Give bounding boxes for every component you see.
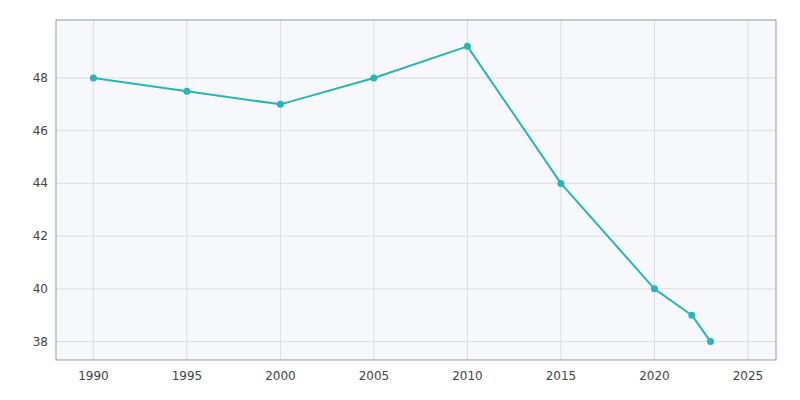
- y-grid-line: [56, 77, 776, 78]
- y-grid-line: [56, 288, 776, 289]
- x-grid-line: [560, 20, 561, 360]
- y-grid-line: [56, 236, 776, 237]
- y-grid-line: [56, 341, 776, 342]
- y-tick-label: 38: [33, 335, 48, 349]
- point: [90, 74, 97, 81]
- x-grid-line: [467, 20, 468, 360]
- point: [688, 312, 695, 319]
- grid: [56, 20, 776, 360]
- point: [464, 43, 471, 50]
- line: [93, 46, 710, 341]
- chart-svg: 38 40 42 44 46 48 1990 1995 2000 2005 2010 2015 2020…: [0, 0, 800, 400]
- x-grid-line: [93, 20, 94, 360]
- x-tick-label: 2010: [452, 369, 483, 383]
- plot-frame: [56, 20, 776, 360]
- x-tick-label: 2020: [639, 369, 670, 383]
- point: [651, 285, 658, 292]
- x-grid-line: [186, 20, 187, 360]
- y-tick-label: 48: [33, 71, 48, 85]
- point: [277, 101, 284, 108]
- x-tick-label: 1990: [78, 369, 109, 383]
- point: [183, 88, 190, 95]
- point: [370, 74, 377, 81]
- x-tick-label: 1995: [172, 369, 203, 383]
- y-tick-label: 42: [33, 229, 48, 243]
- point: [557, 180, 564, 187]
- x-tick-label: 2005: [359, 369, 390, 383]
- plot-background: [56, 20, 776, 360]
- x-tick-label: 2015: [546, 369, 577, 383]
- y-tick-label: 40: [33, 282, 48, 296]
- chart-container: 38 40 42 44 46 48 1990 1995 2000 2005 2010 2015 2020…: [0, 0, 800, 400]
- y-tick-label: 46: [33, 124, 48, 138]
- x-grid-line: [654, 20, 655, 360]
- y-grid-line: [56, 130, 776, 131]
- x-grid-line: [373, 20, 374, 360]
- y-grid-line: [56, 183, 776, 184]
- x-tick-label: 2025: [733, 369, 764, 383]
- x-grid-line: [280, 20, 281, 360]
- y-tick-label: 44: [33, 176, 48, 190]
- series: [90, 43, 714, 345]
- point: [707, 338, 714, 345]
- x-grid-line: [747, 20, 748, 360]
- x-tick-label: 2000: [265, 369, 296, 383]
- tick-labels: 38 40 42 44 46 48 1990 1995 2000 2005 2010 2015 2020…: [33, 71, 764, 383]
